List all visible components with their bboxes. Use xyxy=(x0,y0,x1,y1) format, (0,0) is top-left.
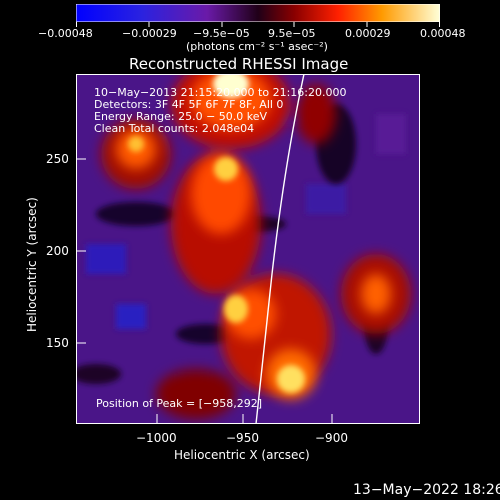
axis-ticks xyxy=(76,158,333,424)
y-tick-label: 200 xyxy=(46,244,69,258)
colorbar-tick-label: 0.00029 xyxy=(345,27,391,40)
x-tick-label: −950 xyxy=(226,431,259,445)
colorbar-tick-label: −0.00048 xyxy=(38,27,93,40)
info-energy: Energy Range: 25.0 − 50.0 keV xyxy=(94,110,268,123)
x-axis-label: Heliocentric X (arcsec) xyxy=(174,448,310,462)
colorbar-tick-label: 0.00048 xyxy=(420,27,466,40)
rhessi-image xyxy=(76,74,420,424)
y-tick-label: 250 xyxy=(46,152,69,166)
footer-date: 13−May−2022 18:26 xyxy=(353,482,500,498)
colorbar xyxy=(76,4,440,22)
info-time: 10−May−2013 21:15:20.000 to 21:16:20.000 xyxy=(94,86,347,99)
y-tick-label: 150 xyxy=(46,336,69,350)
x-tick-label: −900 xyxy=(315,431,348,445)
colorbar-tick-label: 9.5e−05 xyxy=(268,27,316,40)
image-info: 10−May−2013 21:15:20.000 to 21:16:20.000… xyxy=(94,87,347,134)
image-title: Reconstructed RHESSI Image xyxy=(129,55,349,73)
solar-limb xyxy=(255,74,305,424)
colorbar-tick-label: −0.00029 xyxy=(122,27,177,40)
y-axis-label: Heliocentric Y (arcsec) xyxy=(25,197,39,332)
colorbar-units: (photons cm⁻² s⁻¹ asec⁻²) xyxy=(186,40,328,53)
colorbar-ticks xyxy=(76,22,440,28)
x-tick-label: −1000 xyxy=(136,431,177,445)
info-counts: Clean Total counts: 2.048e04 xyxy=(94,122,255,135)
peak-position-label: Position of Peak = [−958,292] xyxy=(96,397,263,410)
info-detectors: Detectors: 3F 4F 5F 6F 7F 8F, All 0 xyxy=(94,98,284,111)
colorbar-tick-label: −9.5e−05 xyxy=(193,27,250,40)
